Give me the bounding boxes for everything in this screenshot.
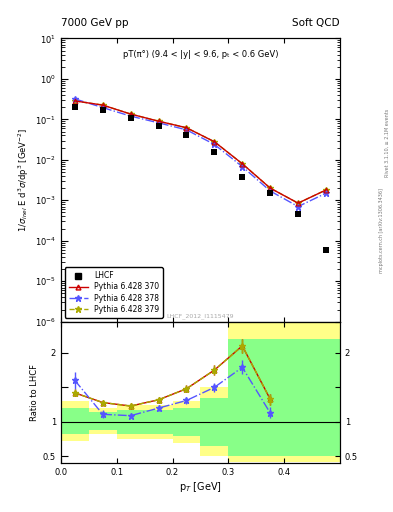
Pythia 6.428 379 bbox=[128, 111, 133, 117]
Pythia 6.428 379 bbox=[268, 185, 273, 191]
Y-axis label: $1/\sigma_{inel}$ E d$^3\sigma$/dp$^3$ [GeV$^{-2}$]: $1/\sigma_{inel}$ E d$^3\sigma$/dp$^3$ [… bbox=[17, 128, 31, 232]
Text: Soft QCD: Soft QCD bbox=[292, 18, 340, 28]
LHCF bbox=[267, 189, 274, 197]
LHCF bbox=[211, 147, 218, 156]
LHCF bbox=[127, 114, 134, 122]
Pythia 6.428 379 bbox=[184, 125, 189, 131]
Pythia 6.428 378 bbox=[156, 120, 161, 126]
Text: Rivet 3.1.10, ≥ 2.1M events: Rivet 3.1.10, ≥ 2.1M events bbox=[385, 109, 390, 178]
Pythia 6.428 379 bbox=[240, 161, 244, 167]
Pythia 6.428 379 bbox=[101, 102, 105, 108]
Pythia 6.428 379 bbox=[73, 98, 77, 104]
Pythia 6.428 379 bbox=[156, 118, 161, 124]
Pythia 6.428 378 bbox=[212, 141, 217, 147]
Line: Pythia 6.428 378: Pythia 6.428 378 bbox=[72, 96, 329, 210]
Pythia 6.428 370 bbox=[240, 161, 244, 167]
Pythia 6.428 378 bbox=[128, 113, 133, 119]
Line: Pythia 6.428 379: Pythia 6.428 379 bbox=[72, 98, 329, 206]
Pythia 6.428 379 bbox=[296, 200, 300, 206]
LHCF bbox=[183, 131, 190, 139]
Pythia 6.428 370 bbox=[296, 200, 300, 206]
Pythia 6.428 370 bbox=[73, 98, 77, 104]
Legend: LHCF, Pythia 6.428 370, Pythia 6.428 378, Pythia 6.428 379: LHCF, Pythia 6.428 370, Pythia 6.428 378… bbox=[65, 267, 163, 318]
Pythia 6.428 378 bbox=[324, 190, 329, 196]
X-axis label: p$_T$ [GeV]: p$_T$ [GeV] bbox=[179, 480, 222, 494]
Pythia 6.428 378 bbox=[101, 104, 105, 111]
Pythia 6.428 378 bbox=[268, 188, 273, 194]
Pythia 6.428 370 bbox=[212, 139, 217, 145]
Y-axis label: Ratio to LHCF: Ratio to LHCF bbox=[30, 364, 39, 421]
LHCF bbox=[155, 122, 162, 130]
LHCF bbox=[100, 105, 106, 114]
Pythia 6.428 378 bbox=[296, 203, 300, 209]
Text: pT(π°) (9.4 < |y| < 9.6, pₜ < 0.6 GeV): pT(π°) (9.4 < |y| < 9.6, pₜ < 0.6 GeV) bbox=[123, 50, 278, 59]
Pythia 6.428 370 bbox=[128, 111, 133, 117]
LHCF bbox=[323, 246, 329, 254]
Pythia 6.428 370 bbox=[324, 187, 329, 193]
Pythia 6.428 378 bbox=[73, 96, 77, 102]
LHCF bbox=[295, 209, 301, 218]
Pythia 6.428 370 bbox=[268, 185, 273, 191]
Pythia 6.428 378 bbox=[240, 163, 244, 169]
Pythia 6.428 378 bbox=[184, 127, 189, 133]
Pythia 6.428 379 bbox=[212, 139, 217, 145]
LHCF bbox=[72, 103, 78, 111]
Pythia 6.428 370 bbox=[184, 125, 189, 131]
Text: mcplots.cern.ch [arXiv:1306.3436]: mcplots.cern.ch [arXiv:1306.3436] bbox=[379, 188, 384, 273]
Pythia 6.428 370 bbox=[101, 102, 105, 108]
Pythia 6.428 370 bbox=[156, 118, 161, 124]
LHCF bbox=[239, 173, 245, 181]
Line: Pythia 6.428 370: Pythia 6.428 370 bbox=[72, 98, 329, 206]
Pythia 6.428 379 bbox=[324, 187, 329, 193]
Text: LHCF_2012_I1115479: LHCF_2012_I1115479 bbox=[167, 313, 234, 319]
Text: 7000 GeV pp: 7000 GeV pp bbox=[61, 18, 129, 28]
